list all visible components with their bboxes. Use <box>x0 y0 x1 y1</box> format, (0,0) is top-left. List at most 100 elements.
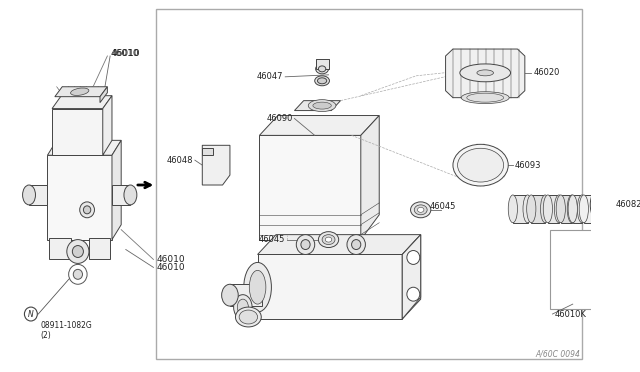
Ellipse shape <box>313 102 332 109</box>
Ellipse shape <box>568 195 577 223</box>
Ellipse shape <box>239 310 257 324</box>
Polygon shape <box>47 155 112 240</box>
Ellipse shape <box>541 195 550 223</box>
Ellipse shape <box>250 270 266 304</box>
Text: 46045: 46045 <box>259 235 285 244</box>
Polygon shape <box>202 148 213 155</box>
Circle shape <box>407 287 420 301</box>
Text: N: N <box>28 310 34 318</box>
Text: A/60C 0094: A/60C 0094 <box>535 350 580 359</box>
Polygon shape <box>202 145 230 185</box>
Ellipse shape <box>237 299 248 315</box>
Ellipse shape <box>236 307 261 327</box>
Bar <box>573 195 582 223</box>
Ellipse shape <box>411 202 431 218</box>
Polygon shape <box>257 235 420 254</box>
Ellipse shape <box>508 195 518 223</box>
Polygon shape <box>52 96 112 109</box>
Bar <box>561 195 572 223</box>
Polygon shape <box>445 49 525 98</box>
Polygon shape <box>55 87 108 97</box>
Circle shape <box>296 235 315 254</box>
Ellipse shape <box>417 207 424 212</box>
Circle shape <box>24 307 37 321</box>
Text: 46010K: 46010K <box>554 310 586 318</box>
Ellipse shape <box>453 144 508 186</box>
Ellipse shape <box>221 284 238 306</box>
Ellipse shape <box>317 78 326 84</box>
Circle shape <box>80 202 95 218</box>
Bar <box>584 195 602 223</box>
Text: 46045: 46045 <box>430 202 456 211</box>
Ellipse shape <box>543 195 552 223</box>
Text: 46020: 46020 <box>533 68 559 77</box>
Ellipse shape <box>234 295 252 320</box>
Polygon shape <box>259 135 361 240</box>
Bar <box>550 230 640 309</box>
Bar <box>156 9 582 359</box>
Polygon shape <box>52 109 103 155</box>
Ellipse shape <box>319 66 326 72</box>
Ellipse shape <box>579 195 588 223</box>
Ellipse shape <box>590 187 611 222</box>
Polygon shape <box>49 238 70 259</box>
Polygon shape <box>112 185 131 205</box>
Ellipse shape <box>414 205 427 215</box>
Polygon shape <box>89 238 110 259</box>
Ellipse shape <box>556 195 565 223</box>
Ellipse shape <box>124 185 137 205</box>
Circle shape <box>83 206 91 214</box>
Text: 08911-1082G
(2): 08911-1082G (2) <box>40 321 92 340</box>
Circle shape <box>301 240 310 250</box>
Circle shape <box>347 235 365 254</box>
Text: 46090: 46090 <box>266 114 292 123</box>
Polygon shape <box>403 235 420 319</box>
Bar <box>316 59 328 69</box>
Text: 46048: 46048 <box>166 156 193 165</box>
Text: 46047: 46047 <box>257 72 284 81</box>
Ellipse shape <box>325 237 332 242</box>
Ellipse shape <box>523 195 532 223</box>
Ellipse shape <box>598 195 607 223</box>
Text: 46010: 46010 <box>112 49 141 58</box>
Ellipse shape <box>554 195 564 223</box>
Ellipse shape <box>308 100 336 112</box>
Ellipse shape <box>322 235 335 244</box>
Text: 46082: 46082 <box>616 201 640 209</box>
Text: 46010: 46010 <box>110 48 139 58</box>
Polygon shape <box>47 140 121 155</box>
Ellipse shape <box>460 64 511 82</box>
Ellipse shape <box>527 195 536 223</box>
Circle shape <box>72 246 83 257</box>
Bar <box>513 195 527 223</box>
Ellipse shape <box>22 185 35 205</box>
Circle shape <box>68 264 87 284</box>
Ellipse shape <box>477 70 493 76</box>
Text: 46093: 46093 <box>515 161 541 170</box>
Ellipse shape <box>567 195 577 223</box>
Bar <box>548 195 559 223</box>
Circle shape <box>73 269 83 279</box>
Polygon shape <box>259 116 380 135</box>
Bar <box>230 284 262 306</box>
Polygon shape <box>294 101 340 110</box>
Ellipse shape <box>319 232 339 247</box>
Text: 46010: 46010 <box>156 255 185 264</box>
Ellipse shape <box>458 148 504 182</box>
Ellipse shape <box>461 92 509 104</box>
Polygon shape <box>112 140 121 240</box>
Polygon shape <box>403 235 420 319</box>
Circle shape <box>407 250 420 264</box>
Bar <box>531 195 545 223</box>
Circle shape <box>67 240 89 263</box>
Ellipse shape <box>595 194 606 216</box>
Polygon shape <box>103 96 112 155</box>
Circle shape <box>351 240 361 250</box>
Ellipse shape <box>315 76 330 86</box>
Ellipse shape <box>577 195 587 223</box>
Ellipse shape <box>244 262 271 312</box>
Ellipse shape <box>316 64 328 74</box>
Polygon shape <box>257 254 403 319</box>
Polygon shape <box>361 116 380 240</box>
Polygon shape <box>100 87 108 103</box>
